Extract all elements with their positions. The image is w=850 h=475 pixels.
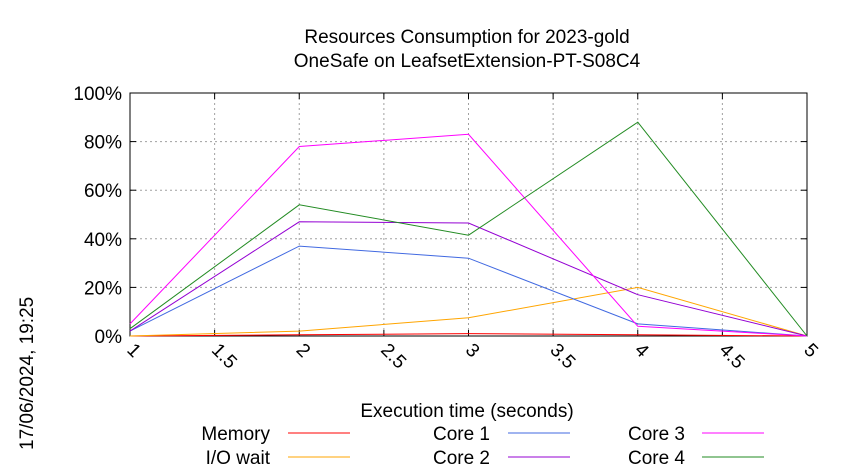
series-line-core-3: [129, 133, 808, 337]
x-tick-label: 3: [461, 340, 483, 362]
legend-item: Core 3: [628, 424, 764, 445]
x-tick-label: 3.5: [546, 340, 580, 374]
series-line-core-2: [129, 221, 808, 337]
legend-label: Core 3: [628, 424, 685, 445]
y-tick-label: 80%: [84, 133, 122, 154]
chart-title: Resources Consumption for 2023-gold: [304, 27, 629, 48]
legend-label: Core 2: [433, 448, 490, 469]
legend-item: Core 4: [628, 448, 764, 469]
legend-item: I/O wait: [206, 448, 350, 469]
chart-subtitle: OneSafe on LeafsetExtension-PT-S08C4: [294, 51, 641, 72]
timestamp-label: 17/06/2024, 19:25: [17, 297, 38, 450]
y-tick-label: 0%: [95, 327, 123, 348]
legend-item: Core 2: [433, 448, 570, 469]
legend-label: Core 1: [433, 424, 490, 445]
legend: Memory I/O wait Core 1 Core 2 Core 3 Core 4: [201, 424, 764, 469]
x-tick-label: 4.5: [715, 340, 749, 374]
series-line-core-4: [129, 121, 808, 337]
x-axis-label: Execution time (seconds): [360, 401, 573, 422]
x-tick-label: 5: [799, 340, 821, 362]
x-tick-label: 2.5: [376, 340, 410, 374]
x-tick-label: 1: [122, 340, 144, 362]
y-axis: 0% 20% 40% 60% 80% 100%: [73, 84, 807, 348]
grid: [130, 93, 807, 336]
x-tick-label: 1.5: [207, 340, 241, 374]
legend-item: Memory: [201, 424, 350, 445]
y-tick-label: 40%: [84, 230, 122, 251]
legend-item: Core 1: [433, 424, 570, 445]
legend-label: I/O wait: [206, 448, 271, 469]
series-line-i-o-wait: [129, 286, 808, 337]
legend-label: Memory: [201, 424, 270, 445]
series-lines: [129, 121, 808, 337]
y-tick-label: 100%: [73, 84, 122, 105]
series-line-core-1: [129, 245, 808, 337]
legend-label: Core 4: [628, 448, 685, 469]
x-tick-label: 4: [630, 340, 653, 363]
series-line-memory: [129, 333, 808, 337]
y-tick-label: 20%: [84, 278, 122, 299]
y-tick-label: 60%: [84, 181, 122, 202]
x-tick-label: 2: [292, 340, 314, 362]
